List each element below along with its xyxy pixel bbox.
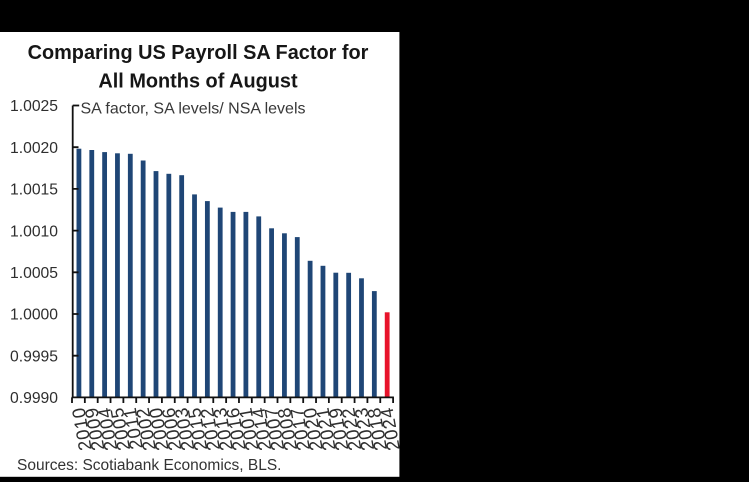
svg-text:0.9990: 0.9990: [10, 390, 58, 407]
svg-text:1.0005: 1.0005: [10, 265, 58, 282]
svg-text:Comparing US Payroll SA Factor: Comparing US Payroll SA Factor for: [28, 42, 369, 64]
svg-text:1.0000: 1.0000: [10, 307, 58, 324]
svg-text:1.0010: 1.0010: [10, 223, 58, 240]
svg-text:1.0015: 1.0015: [10, 182, 58, 199]
svg-text:0.9995: 0.9995: [10, 348, 58, 365]
svg-text:All Months of August: All Months of August: [98, 71, 298, 93]
svg-text:Sources: Scotiabank Economics,: Sources: Scotiabank Economics, BLS.: [17, 457, 282, 474]
svg-text:SA factor, SA levels/ NSA leve: SA factor, SA levels/ NSA levels: [81, 101, 306, 118]
svg-text:1.0025: 1.0025: [10, 98, 58, 115]
svg-text:1.0020: 1.0020: [10, 140, 58, 157]
